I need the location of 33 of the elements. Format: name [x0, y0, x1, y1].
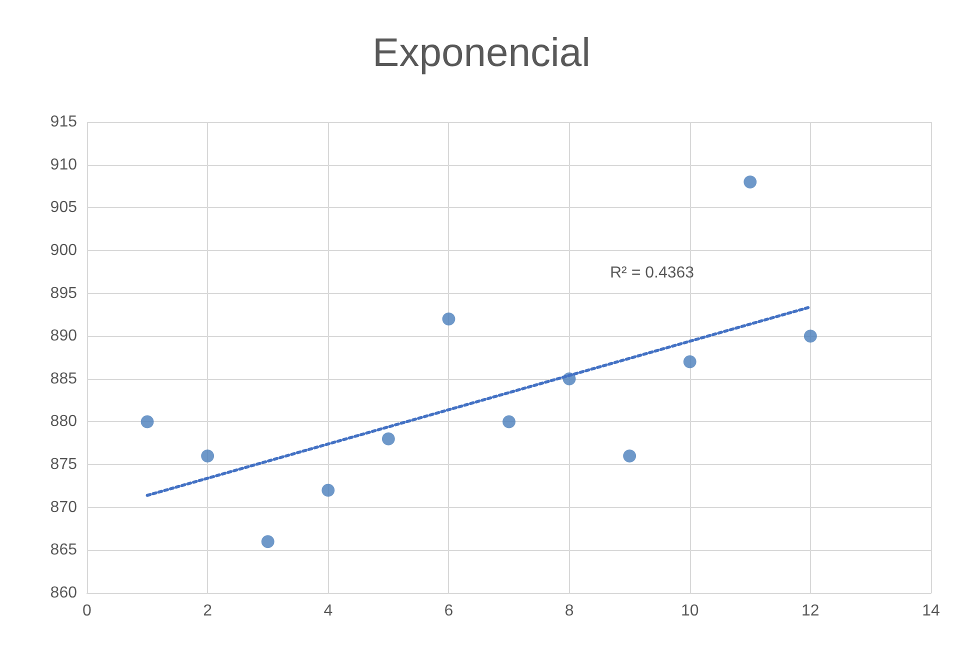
- point: [382, 432, 395, 446]
- x-tick-label: 0: [82, 602, 92, 620]
- point: [140, 415, 154, 428]
- y-tick-label: 885: [50, 370, 78, 388]
- x-tick-label: 6: [444, 602, 454, 620]
- x-tick-label: 4: [324, 602, 333, 620]
- x-tick-label: 12: [802, 602, 820, 620]
- point: [261, 535, 274, 548]
- y-tick-label: 910: [50, 156, 78, 174]
- y-tick-label: 905: [50, 199, 78, 216]
- point: [322, 484, 335, 497]
- point: [744, 175, 757, 188]
- point: [804, 330, 817, 343]
- y-tick-label: 865: [50, 542, 78, 559]
- x-tick-label: 2: [203, 602, 212, 620]
- point: [683, 355, 696, 368]
- x-tick-label: 14: [922, 602, 940, 620]
- chart-title: Exponencial: [372, 31, 590, 75]
- x-tick-label: 10: [680, 602, 699, 620]
- point: [502, 415, 516, 428]
- y-tick-label: 900: [50, 242, 78, 259]
- y-tick-label: 860: [50, 584, 78, 602]
- y-tick-label: 895: [50, 284, 78, 302]
- y-tick-label: 915: [50, 114, 78, 130]
- y-tick-label: 880: [50, 413, 78, 430]
- annotation: R² = 0.4363: [610, 264, 694, 282]
- point: [623, 449, 636, 462]
- point: [201, 449, 214, 462]
- y-tick-label: 875: [50, 456, 78, 474]
- x-tick-label: 8: [564, 602, 574, 620]
- y-tick-label: 870: [50, 498, 78, 516]
- y-tick-label: 890: [50, 328, 78, 345]
- point: [442, 312, 456, 326]
